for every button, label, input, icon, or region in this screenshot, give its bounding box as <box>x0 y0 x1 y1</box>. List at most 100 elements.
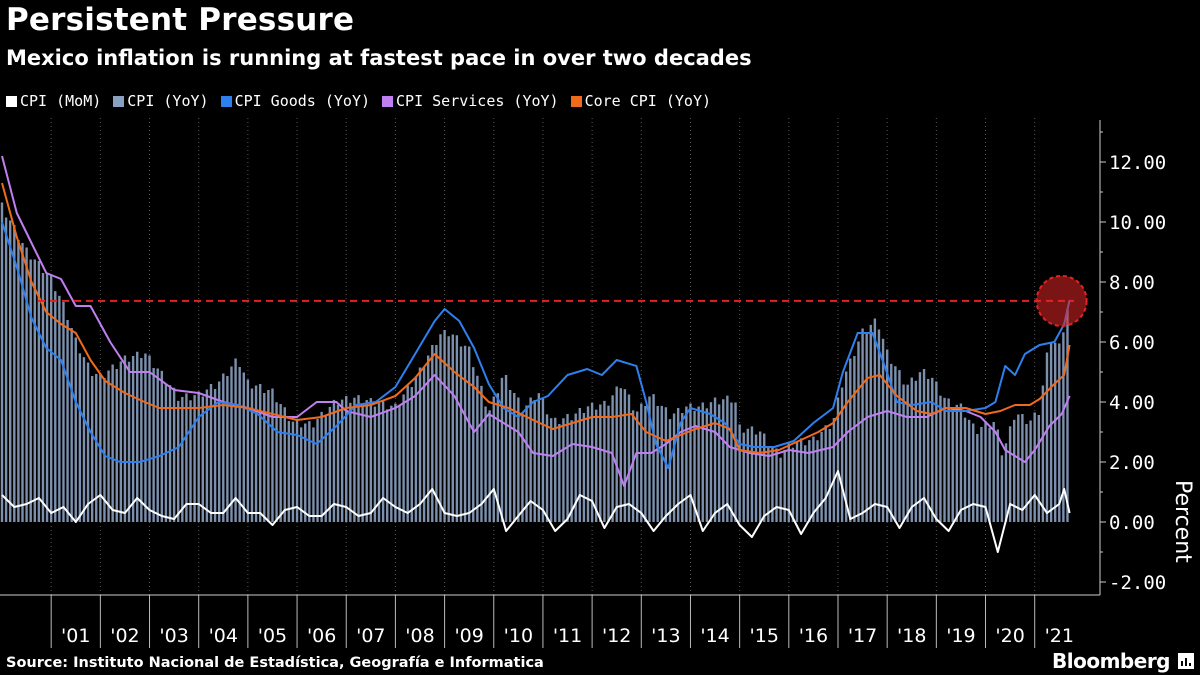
cpi-yoy-bar <box>963 417 967 522</box>
cpi-yoy-bar <box>935 381 938 522</box>
cpi-yoy-bar <box>902 384 905 522</box>
cpi-yoy-bar <box>426 355 430 522</box>
cpi-yoy-bar <box>406 385 409 522</box>
cpi-yoy-bar <box>312 427 315 522</box>
y-tick-label: 10.00 <box>1109 212 1166 234</box>
cpi-yoy-bar <box>693 411 696 522</box>
cpi-yoy-bar <box>443 330 446 522</box>
x-tick-label: '07 <box>356 625 385 647</box>
cpi-yoy-bar <box>685 406 688 522</box>
x-tick-label: '05 <box>258 625 287 647</box>
cpi-yoy-bar <box>1017 414 1020 522</box>
legend-item-cpi-goods: CPI Goods (YoY) <box>220 92 371 110</box>
x-tick-label: '03 <box>159 625 188 647</box>
cpi-yoy-bar <box>316 418 319 522</box>
cpi-yoy-bar <box>328 406 332 522</box>
legend-item-core-cpi: Core CPI (YoY) <box>570 92 711 110</box>
cpi-yoy-bar <box>1066 309 1069 522</box>
cpi-yoy-bar <box>377 403 381 522</box>
cpi-yoy-bar <box>398 405 401 522</box>
cpi-yoy-bar <box>86 362 90 522</box>
cpi-yoy-bar <box>45 273 49 522</box>
cpi-yoy-bar <box>951 407 954 522</box>
cpi-yoy-bar <box>21 243 24 522</box>
cpi-yoy-bar <box>467 346 471 522</box>
cpi-yoy-bar <box>783 449 786 522</box>
cpi-yoy-bar <box>361 403 364 522</box>
cpi-yoy-bar <box>791 447 795 522</box>
cpi-yoy-bar <box>537 393 541 522</box>
cpi-yoy-bar <box>217 381 221 522</box>
cpi-yoy-bar <box>578 408 582 522</box>
cpi-yoy-bar <box>1008 426 1012 522</box>
x-tick-label: '15 <box>750 625 779 647</box>
cpi-yoy-bar <box>13 225 16 522</box>
x-tick-label: '16 <box>799 625 828 647</box>
highlight-circle <box>1035 274 1088 327</box>
cpi-yoy-bar <box>189 400 192 522</box>
cpi-yoy-bar <box>758 431 762 522</box>
cpi-yoy-bar <box>988 427 991 522</box>
cpi-yoy-bar <box>984 421 987 522</box>
cpi-yoy-bar <box>435 345 438 522</box>
cpi-yoy-bar <box>480 385 483 522</box>
cpi-yoy-bar <box>857 341 860 522</box>
cpi-yoy-bar <box>472 367 475 522</box>
cpi-yoy-bar <box>722 399 725 522</box>
cpi-yoy-bar <box>422 367 426 522</box>
cpi-yoy-bar <box>394 403 397 522</box>
cpi-yoy-bar <box>275 402 278 522</box>
cpi-mom-line <box>1 470 1071 553</box>
legend-swatch-cpi-services <box>382 95 394 107</box>
cpi-yoy-bar <box>918 372 922 522</box>
cpi-yoy-bar <box>922 369 926 522</box>
cpi-yoy-bar <box>967 419 971 522</box>
legend-label-cpi-goods: CPI Goods (YoY) <box>234 92 371 110</box>
cpi-yoy-bar <box>140 358 143 522</box>
cpi-yoy-bar <box>844 371 848 522</box>
cpi-yoy-bar <box>1033 412 1036 522</box>
cpi-yoy-bar <box>652 394 655 522</box>
cpi-yoy-bar <box>25 247 28 522</box>
cpi-yoy-bar <box>246 379 250 522</box>
x-tick-label: '10 <box>504 625 533 647</box>
x-tick-label: '12 <box>602 625 631 647</box>
x-tick-label: '21 <box>1045 625 1074 647</box>
y-tick-label: 12.00 <box>1109 152 1166 174</box>
x-tick-label: '01 <box>61 625 90 647</box>
cpi-yoy-bar <box>840 387 844 522</box>
cpi-yoy-bar <box>627 394 631 522</box>
series-lines <box>1 155 1071 553</box>
chart-area: 12.00 10.00 8.00 6.00 4.00 2.00 0.00 -2.00Perce… <box>0 118 1195 648</box>
cpi-yoy-bar <box>418 367 422 522</box>
cpi-yoy-bar <box>54 291 57 522</box>
cpi-yoy-bar <box>172 387 176 522</box>
cpi-yoy-bar <box>869 324 872 522</box>
cpi-yoy-bar <box>1000 455 1004 522</box>
cpi-yoy-bar <box>349 402 352 522</box>
cpi-yoy-bar <box>205 389 209 522</box>
cpi-yoy-bar <box>972 423 975 522</box>
y-tick-label: 8.00 <box>1109 272 1155 294</box>
cpi-yoy-bar <box>308 421 311 522</box>
cpi-yoy-bar <box>33 259 36 522</box>
x-tick-label: '02 <box>110 625 139 647</box>
cpi-yoy-bar <box>816 440 819 522</box>
x-tick-label: '04 <box>209 625 238 647</box>
cpi-yoy-bar <box>779 457 782 522</box>
legend-label-cpi-services: CPI Services (YoY) <box>396 92 559 110</box>
cpi-yoy-bar <box>832 418 836 522</box>
cpi-yoy-bar <box>152 368 155 522</box>
cpi-yoy-bar <box>201 396 205 522</box>
cpi-yoy-bar <box>250 388 254 522</box>
cpi-yoy-bar <box>484 406 487 522</box>
cpi-yoy-bar <box>738 424 741 522</box>
cpi-yoy-bar <box>508 390 512 522</box>
cpi-yoy-bar <box>906 384 909 522</box>
cpi-yoy-bar <box>976 434 979 522</box>
x-tick-label: '14 <box>700 625 729 647</box>
cpi-yoy-bar <box>754 434 758 522</box>
cpi-yoy-bar <box>676 408 680 522</box>
cpi-yoy-bar <box>992 422 995 522</box>
cpi-yoy-bar <box>78 353 82 522</box>
